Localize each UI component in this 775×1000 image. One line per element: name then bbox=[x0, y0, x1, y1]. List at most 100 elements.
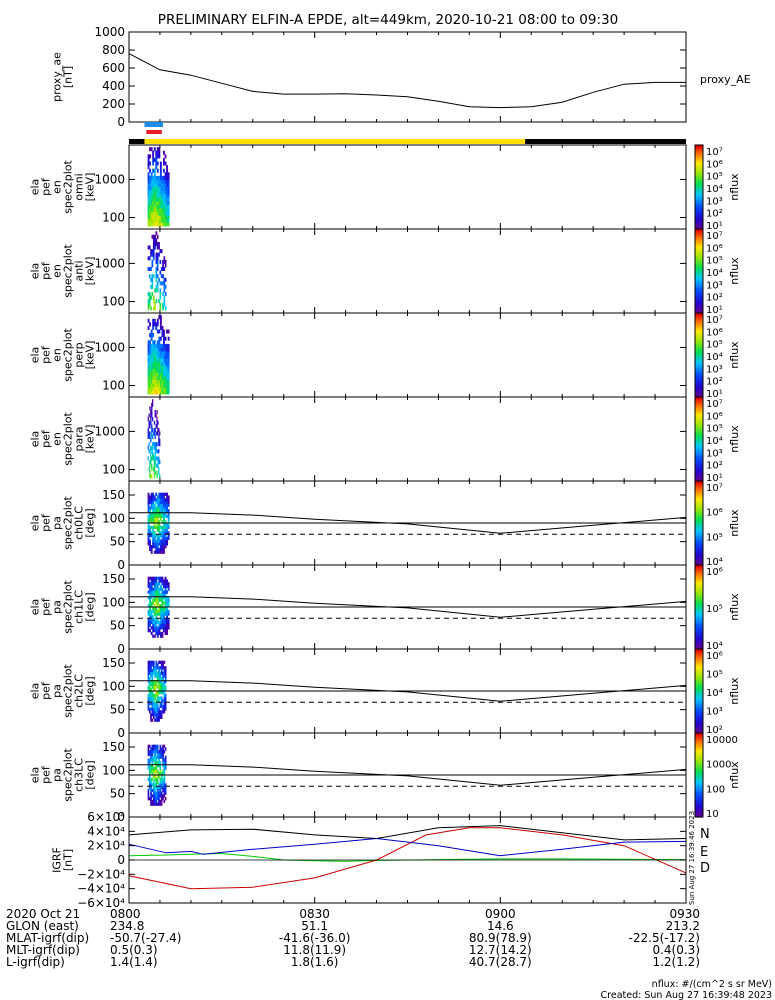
colorbar-segment bbox=[695, 205, 703, 209]
spectrogram-cell bbox=[148, 431, 150, 436]
spectrogram-cell bbox=[156, 612, 159, 616]
spectrogram-cell bbox=[167, 534, 170, 538]
spectrogram-cell bbox=[147, 576, 150, 580]
colorbar-segment bbox=[695, 250, 703, 253]
spectrogram-cell bbox=[163, 579, 165, 583]
spectrogram-cell bbox=[159, 623, 162, 627]
spectrogram-cell bbox=[154, 797, 156, 801]
spectrogram-cell bbox=[167, 200, 170, 205]
spectrogram-cell bbox=[164, 674, 167, 678]
spectrogram-cell bbox=[156, 780, 159, 784]
spectrogram-cell bbox=[147, 761, 150, 765]
spectrogram-cell bbox=[153, 322, 156, 327]
ylabel-line: ela bbox=[29, 683, 42, 700]
spectrogram-cell bbox=[156, 495, 159, 499]
colorbar-tick-label: 10² bbox=[706, 293, 723, 304]
spectrogram-cell bbox=[159, 607, 162, 611]
spectrogram-cell bbox=[147, 218, 150, 223]
spectrogram-cell bbox=[159, 615, 162, 619]
spectrogram-cell bbox=[164, 612, 167, 616]
spectrogram-cell bbox=[149, 618, 151, 622]
spectrogram-cell bbox=[167, 512, 170, 516]
colorbar-label: nflux bbox=[728, 173, 741, 201]
ephem-value: -22.5(-17.2) bbox=[629, 931, 700, 945]
colorbar-segment bbox=[695, 426, 703, 430]
spectrogram-cell bbox=[155, 442, 157, 447]
spectrogram-cell bbox=[166, 383, 168, 388]
spectrogram-cell bbox=[153, 545, 156, 549]
spectrogram-cell bbox=[152, 696, 155, 700]
colorbar-segment bbox=[695, 208, 703, 211]
spectrogram-cell bbox=[164, 528, 167, 532]
spectrogram-cell bbox=[147, 584, 150, 589]
spectrogram-cell bbox=[164, 292, 167, 297]
spectrogram-cell bbox=[156, 322, 159, 327]
spectrogram-cell bbox=[158, 179, 161, 184]
spectrogram-cell bbox=[152, 775, 155, 779]
spectrogram-cell bbox=[163, 671, 166, 675]
spectrogram-cell bbox=[155, 506, 158, 510]
spectrogram-cell bbox=[166, 193, 168, 198]
spectrogram-cell bbox=[147, 620, 150, 624]
spectrogram-cell bbox=[153, 523, 156, 527]
spectrogram-cell bbox=[152, 435, 154, 439]
spectrogram-cell bbox=[152, 215, 155, 220]
spectrogram-cell bbox=[164, 351, 167, 355]
spectrogram-cell bbox=[151, 755, 154, 759]
spectrogram-cell bbox=[167, 623, 170, 627]
spectrogram-cell bbox=[150, 183, 153, 187]
colorbar-segment bbox=[695, 615, 703, 619]
spectrogram-cell bbox=[152, 211, 155, 216]
spectrogram-cell bbox=[149, 604, 151, 608]
spectrogram-cell bbox=[159, 179, 162, 184]
colorbar-segment bbox=[695, 657, 703, 661]
spectrogram-cell bbox=[150, 211, 153, 216]
spectrogram-cell bbox=[158, 539, 161, 543]
spectrogram-cell bbox=[161, 222, 164, 227]
spectrogram-cell bbox=[159, 438, 161, 443]
spectrogram-cell bbox=[161, 347, 164, 352]
ephem-value: 0.4(0.3) bbox=[652, 943, 700, 957]
spectrogram-cell bbox=[153, 550, 156, 554]
spectrogram-cell bbox=[154, 302, 156, 307]
spectrogram-cell bbox=[164, 590, 167, 594]
panel-frame bbox=[128, 144, 687, 230]
spectrogram-cell bbox=[152, 704, 155, 708]
spectrogram-cell bbox=[151, 463, 153, 468]
colorbar-segment bbox=[695, 678, 703, 682]
y-tick-label: 1000 bbox=[94, 256, 125, 270]
spectrogram-cell bbox=[156, 791, 159, 795]
colorbar-tick-label: 10⁵ bbox=[706, 424, 723, 435]
spectrogram-cell bbox=[163, 361, 165, 366]
spectrogram-cell bbox=[158, 299, 160, 304]
colorbar-tick-label: 10⁵ bbox=[706, 604, 723, 615]
spectrogram-cell bbox=[156, 525, 159, 529]
colorbar-segment bbox=[695, 340, 703, 343]
spectrogram-cell bbox=[158, 688, 160, 692]
spectrogram-cell bbox=[158, 631, 161, 635]
spectrogram-cell bbox=[148, 671, 151, 675]
spectrogram-cell bbox=[166, 168, 168, 173]
colorbar-segment bbox=[695, 508, 703, 511]
colorbar-segment bbox=[695, 619, 703, 623]
spectrogram-cell bbox=[156, 193, 159, 198]
spectrogram-cell bbox=[148, 413, 150, 418]
spectrogram-cell bbox=[166, 218, 168, 223]
spectrogram-cell bbox=[147, 503, 150, 507]
spectrogram-cell bbox=[152, 702, 155, 706]
spectrogram-cell bbox=[150, 410, 152, 414]
spectrogram-cell bbox=[158, 718, 160, 722]
spectrogram-cell bbox=[151, 693, 154, 697]
spectrogram-cell bbox=[160, 797, 163, 801]
spectrogram-cell bbox=[159, 249, 162, 254]
spectrogram-cell bbox=[159, 612, 162, 616]
spectrogram-cell bbox=[156, 696, 159, 700]
spectrogram-cell bbox=[155, 623, 158, 627]
spectrogram-cell bbox=[166, 365, 168, 370]
spectrogram-cell bbox=[152, 685, 155, 689]
spectrogram-cell bbox=[158, 682, 160, 686]
spectrogram-cell bbox=[153, 474, 156, 479]
spectrogram-cell bbox=[147, 343, 150, 348]
spectrogram-cell bbox=[159, 691, 162, 695]
